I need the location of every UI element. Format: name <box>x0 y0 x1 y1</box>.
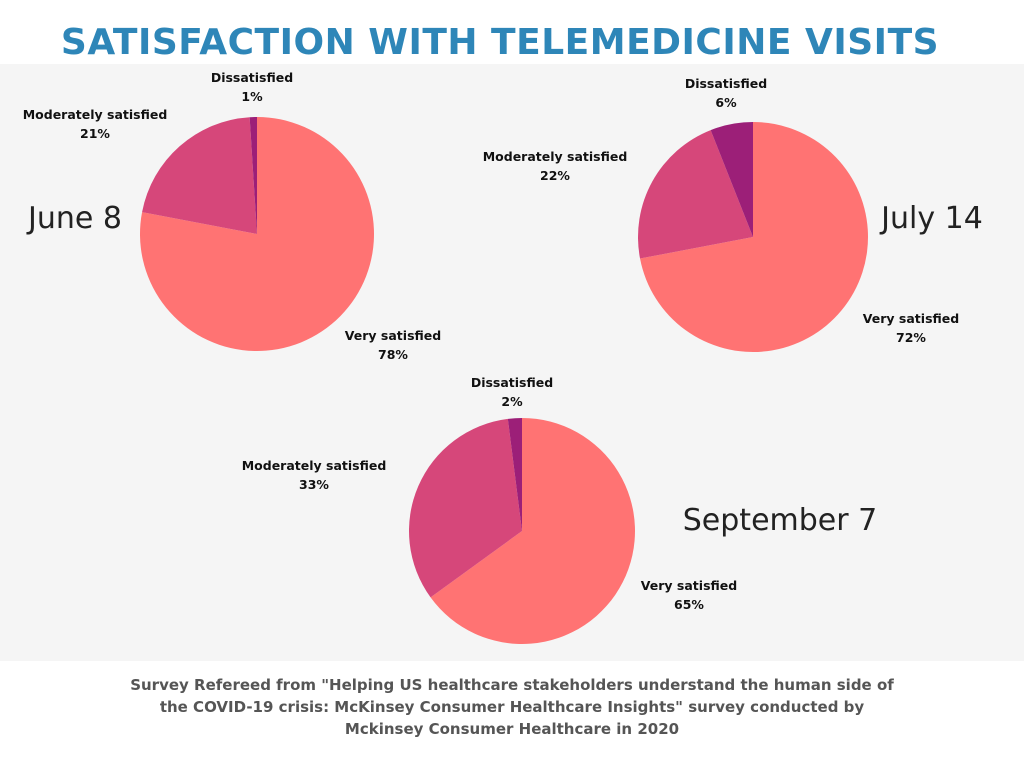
slice-value-dissatisfied: 2% <box>501 394 523 409</box>
pie-slice-dissatisfied <box>249 117 257 234</box>
slice-label-dissatisfied: Dissatisfied <box>471 375 553 390</box>
slice-label-moderately-satisfied: Moderately satisfied <box>23 107 168 122</box>
slice-value-dissatisfied: 1% <box>241 89 263 104</box>
slice-label-dissatisfied: Dissatisfied <box>211 70 293 85</box>
slice-value-moderately-satisfied: 22% <box>540 168 570 183</box>
pie-chart-1: Very satisfied 78% Moderately satisfied 21%… <box>23 70 441 362</box>
pie-slice-moderately-satisfied <box>409 418 522 598</box>
slice-label-moderately-satisfied: Moderately satisfied <box>483 149 628 164</box>
slice-value-very-satisfied: 65% <box>674 597 704 612</box>
slice-label-dissatisfied: Dissatisfied <box>685 76 767 91</box>
page-title: SATISFACTION WITH TELEMEDICINE VISITS <box>60 22 940 63</box>
slice-value-moderately-satisfied: 21% <box>80 126 110 141</box>
slice-label-very-satisfied: Very satisfied <box>641 578 737 593</box>
pie-slice-moderately-satisfied <box>638 130 753 259</box>
slice-value-very-satisfied: 72% <box>896 330 926 345</box>
pie-slice-very-satisfied <box>640 122 869 352</box>
pie-slice-moderately-satisfied <box>142 117 257 234</box>
chart-date-label: July 14 <box>879 201 983 236</box>
pie-slice-very-satisfied <box>430 418 635 644</box>
pie-chart-2: Very satisfied 72% Moderately satisfied 22%… <box>483 76 983 352</box>
slice-value-moderately-satisfied: 33% <box>299 477 329 492</box>
slice-value-very-satisfied: 78% <box>378 347 408 362</box>
slice-label-very-satisfied: Very satisfied <box>345 328 441 343</box>
slice-label-moderately-satisfied: Moderately satisfied <box>242 458 387 473</box>
slice-value-dissatisfied: 6% <box>715 95 737 110</box>
pie-slice-dissatisfied <box>710 122 753 237</box>
pie-slice-dissatisfied <box>507 418 522 531</box>
chart-date-label: September 7 <box>683 503 877 538</box>
chart-date-label: June 8 <box>26 201 122 236</box>
pie-chart-3: Very satisfied 65% Moderately satisfied 33%… <box>242 375 877 644</box>
source-caption: Survey Refereed from "Helping US healthc… <box>130 676 894 738</box>
slice-label-very-satisfied: Very satisfied <box>863 311 959 326</box>
